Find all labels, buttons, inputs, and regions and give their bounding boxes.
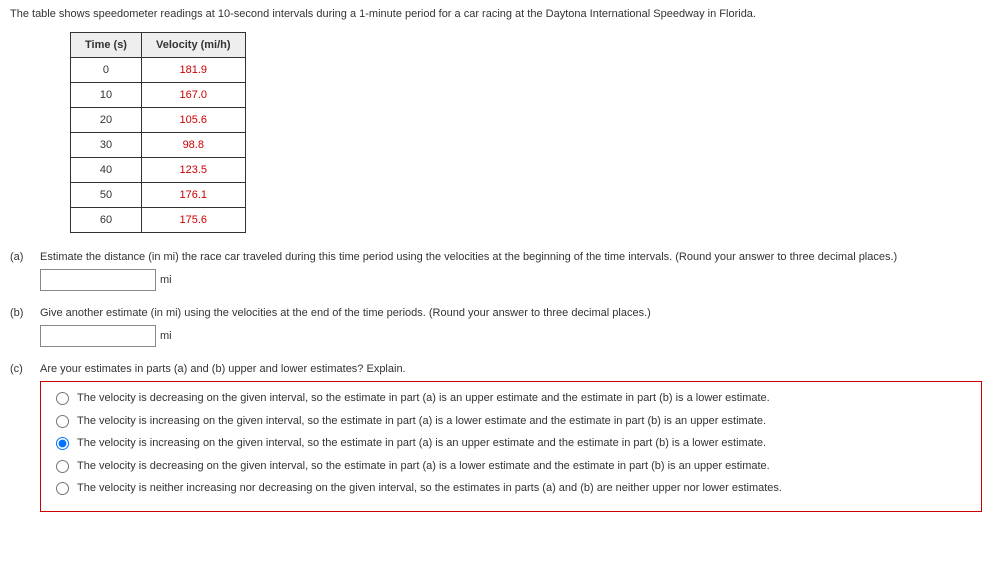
part-b: (b) Give another estimate (in mi) using … xyxy=(10,307,987,347)
choice-2-radio[interactable] xyxy=(56,437,69,450)
part-b-label: (b) xyxy=(10,307,40,319)
velocity-cell: 176.1 xyxy=(141,183,245,208)
velocity-cell: 123.5 xyxy=(141,158,245,183)
choice-0-radio[interactable] xyxy=(56,392,69,405)
choice-0[interactable]: The velocity is decreasing on the given … xyxy=(51,390,931,407)
choice-4-text: The velocity is neither increasing nor d… xyxy=(77,480,782,497)
col-velocity-header: Velocity (mi/h) xyxy=(141,33,245,58)
intro-text: The table shows speedometer readings at … xyxy=(10,8,987,20)
part-c-text: Are your estimates in parts (a) and (b) … xyxy=(40,363,987,375)
table-row: 0181.9 xyxy=(71,58,246,83)
choice-3[interactable]: The velocity is decreasing on the given … xyxy=(51,458,931,475)
table-row: 40123.5 xyxy=(71,158,246,183)
part-a: (a) Estimate the distance (in mi) the ra… xyxy=(10,251,987,291)
table-row: 50176.1 xyxy=(71,183,246,208)
time-cell: 50 xyxy=(71,183,142,208)
col-time-header: Time (s) xyxy=(71,33,142,58)
choice-4-radio[interactable] xyxy=(56,482,69,495)
time-cell: 40 xyxy=(71,158,142,183)
part-a-label: (a) xyxy=(10,251,40,263)
choice-1-radio[interactable] xyxy=(56,415,69,428)
choice-0-text: The velocity is decreasing on the given … xyxy=(77,390,770,407)
part-b-unit: mi xyxy=(160,330,172,342)
part-a-input[interactable] xyxy=(40,269,156,291)
velocity-cell: 181.9 xyxy=(141,58,245,83)
velocity-cell: 105.6 xyxy=(141,108,245,133)
choice-1-text: The velocity is increasing on the given … xyxy=(77,413,766,430)
velocity-cell: 98.8 xyxy=(141,133,245,158)
part-c-label: (c) xyxy=(10,363,40,375)
choice-box: The velocity is decreasing on the given … xyxy=(40,381,982,512)
choice-3-radio[interactable] xyxy=(56,460,69,473)
time-cell: 0 xyxy=(71,58,142,83)
table-row: 20105.6 xyxy=(71,108,246,133)
velocity-cell: 175.6 xyxy=(141,208,245,233)
choice-3-text: The velocity is decreasing on the given … xyxy=(77,458,770,475)
choice-2[interactable]: The velocity is increasing on the given … xyxy=(51,435,931,452)
table-row: 3098.8 xyxy=(71,133,246,158)
velocity-table: Time (s) Velocity (mi/h) 0181.9 10167.0 … xyxy=(70,32,246,233)
part-a-unit: mi xyxy=(160,274,172,286)
time-cell: 30 xyxy=(71,133,142,158)
choice-1[interactable]: The velocity is increasing on the given … xyxy=(51,413,931,430)
time-cell: 10 xyxy=(71,83,142,108)
choice-4[interactable]: The velocity is neither increasing nor d… xyxy=(51,480,931,497)
part-b-input[interactable] xyxy=(40,325,156,347)
table-header-row: Time (s) Velocity (mi/h) xyxy=(71,33,246,58)
table-row: 10167.0 xyxy=(71,83,246,108)
time-cell: 60 xyxy=(71,208,142,233)
time-cell: 20 xyxy=(71,108,142,133)
part-b-text: Give another estimate (in mi) using the … xyxy=(40,307,987,319)
choice-2-text: The velocity is increasing on the given … xyxy=(77,435,766,452)
part-a-text: Estimate the distance (in mi) the race c… xyxy=(40,251,987,263)
table-row: 60175.6 xyxy=(71,208,246,233)
velocity-cell: 167.0 xyxy=(141,83,245,108)
part-c: (c) Are your estimates in parts (a) and … xyxy=(10,363,987,512)
